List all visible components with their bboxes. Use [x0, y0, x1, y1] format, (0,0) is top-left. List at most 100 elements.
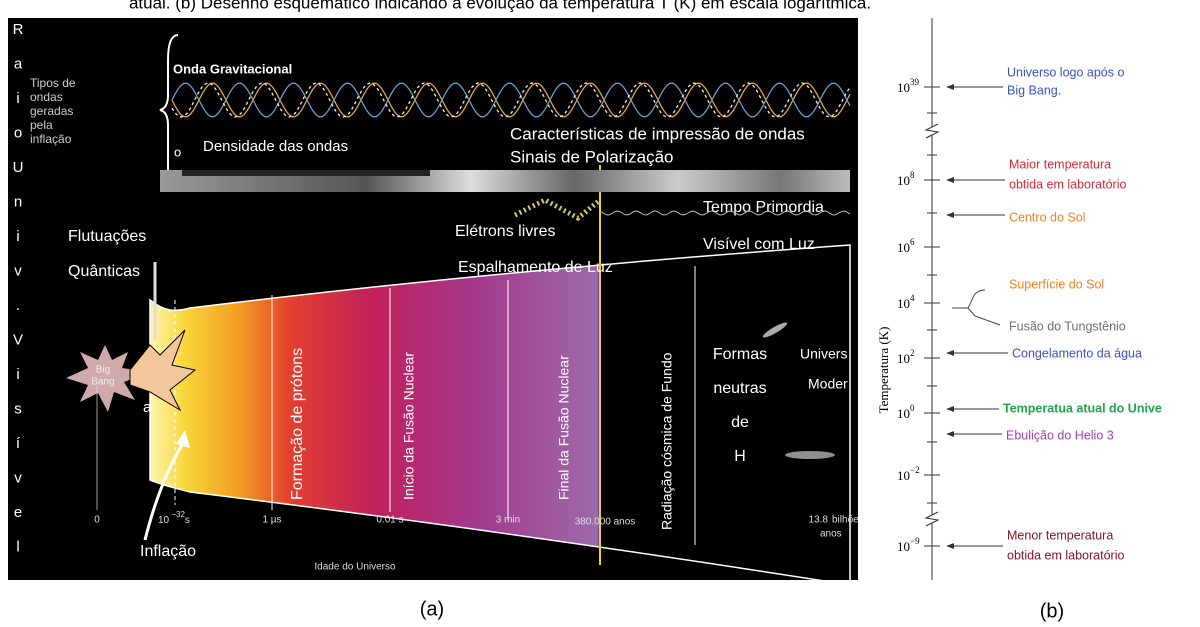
- tick-exponent: 6: [910, 237, 915, 247]
- arrow-head: [946, 84, 954, 90]
- side-letter: U: [13, 159, 24, 176]
- arrow-head: [946, 431, 954, 437]
- panel-b: Temperatura (K) 103910810610410210010−21…: [858, 18, 1200, 580]
- tick-base: 10: [897, 240, 910, 255]
- tick-base: 10: [897, 468, 910, 483]
- universe-cone: [149, 244, 851, 580]
- wave-types-text: inflação: [30, 132, 72, 146]
- annotation-text: Maior temperatura: [1009, 157, 1111, 171]
- side-letter: e: [14, 504, 22, 521]
- galaxy: [785, 451, 835, 459]
- panel-b-background: [858, 18, 1200, 580]
- annotation-text: obtida em laboratório: [1009, 177, 1126, 191]
- light-wave: [599, 210, 851, 216]
- big-bang-burst: [66, 345, 150, 412]
- annotation-text: Ebulição do Helio 3: [1006, 428, 1114, 442]
- quantum-label: Quânticas: [68, 263, 140, 280]
- neutral-h-label: de: [731, 414, 749, 431]
- inflation-label: Inflação: [140, 543, 196, 560]
- time-tick-unit: anos: [820, 529, 842, 540]
- tick-exponent: 39: [910, 77, 920, 87]
- axis-break: [924, 511, 940, 527]
- tick-label: 104: [897, 293, 915, 311]
- time-tick-label: 13.8: [809, 515, 829, 526]
- side-letter: i: [16, 228, 19, 245]
- annotation-text: Temperatua atual do Unive: [1003, 401, 1162, 415]
- axis-break: [924, 123, 940, 139]
- waves: [171, 82, 851, 216]
- tick-label: 100: [897, 403, 915, 421]
- time-tick-label: 0: [94, 515, 100, 526]
- quantum-label: Flutuações: [68, 228, 146, 245]
- annotation-text: obtida em laboratório: [1007, 548, 1124, 562]
- epoch-label: Início da Fusão Nuclear: [401, 352, 417, 500]
- side-letter: n: [14, 193, 22, 210]
- annotation-text: Universo logo após o: [1007, 65, 1124, 79]
- neutral-h-label: Formas: [713, 346, 767, 363]
- free-electrons-label: Elétrons livres: [455, 223, 555, 240]
- annotation-text: Fusão do Tungstênio: [1009, 319, 1126, 333]
- tick-base: 10: [897, 80, 910, 95]
- time-tick-label: 3 min: [496, 515, 520, 526]
- side-letter: o: [14, 124, 22, 141]
- tick-base: 10: [897, 173, 910, 188]
- time-tick-label: 1 µs: [262, 515, 281, 526]
- modern-label: Moder: [808, 376, 848, 392]
- tick-label: 1039: [897, 77, 920, 95]
- arrow-head: [946, 406, 954, 412]
- visible-light-label: Visível com Luz: [703, 236, 815, 253]
- epoch-label: Radiação cósmica de Fundo: [659, 352, 675, 530]
- panel-label: (b): [1040, 600, 1064, 622]
- wave-types-text: ondas: [30, 90, 63, 104]
- tick-label: 102: [897, 348, 915, 366]
- gravitational-wave-label: Onda Gravitacional: [173, 61, 292, 76]
- wave: [171, 82, 851, 118]
- tick-base: 10: [897, 351, 910, 366]
- density-bar-segment: [182, 170, 430, 176]
- tick-exponent: 4: [910, 293, 915, 303]
- tick-label: 106: [897, 237, 915, 255]
- tick-unit: s: [185, 515, 190, 526]
- electron-path: [513, 197, 602, 222]
- inflation-arrow: [143, 439, 187, 541]
- wave: [171, 82, 851, 118]
- arrow-head: [176, 430, 190, 448]
- big-bang-label: Bang: [91, 377, 114, 388]
- side-letter: í: [16, 435, 21, 452]
- o-marker: o: [174, 144, 181, 159]
- time-axis-title: Idade do Universo: [314, 562, 396, 573]
- axis-title: Temperatura (K): [876, 327, 891, 414]
- tick-exponent: −32: [169, 510, 185, 519]
- tick-base: 10: [158, 515, 170, 526]
- wave-types-text: Tipos de: [30, 76, 76, 90]
- tick-exponent: −2: [910, 465, 920, 475]
- tick-base: 10: [897, 406, 910, 421]
- arrow-head: [946, 212, 954, 218]
- time-tick-label: 380.000 anos: [575, 517, 636, 528]
- marker-a: a: [143, 399, 152, 416]
- time-tick-unit: bilhões de: [832, 515, 878, 526]
- tick-exponent: 0: [910, 403, 915, 413]
- side-letter: V: [13, 331, 23, 348]
- time-tick-label: 0.01 s: [376, 515, 403, 526]
- side-letter: i: [16, 90, 19, 107]
- side-letter: a: [14, 55, 23, 72]
- bracket: [952, 289, 1001, 326]
- side-letter: .: [16, 297, 20, 314]
- time-tick-label: 10 −32s: [158, 510, 190, 526]
- side-letter: l: [16, 538, 19, 555]
- wave-types-text: pela: [30, 118, 53, 132]
- side-letter: R: [13, 21, 24, 38]
- caption-top: atual. (b) Desenho esquemático indicando…: [129, 0, 871, 12]
- tick-exponent: 8: [910, 170, 915, 180]
- side-letter: v: [14, 469, 22, 486]
- side-letter: i: [16, 366, 19, 383]
- primordial-time-label: Tempo Primordia: [703, 199, 824, 216]
- tick-label: 108: [897, 170, 915, 188]
- tick-base: 10: [897, 296, 910, 311]
- inflation-burst: [129, 329, 197, 412]
- modern-label: Univers: [800, 346, 847, 362]
- wave-types-text: geradas: [30, 104, 73, 118]
